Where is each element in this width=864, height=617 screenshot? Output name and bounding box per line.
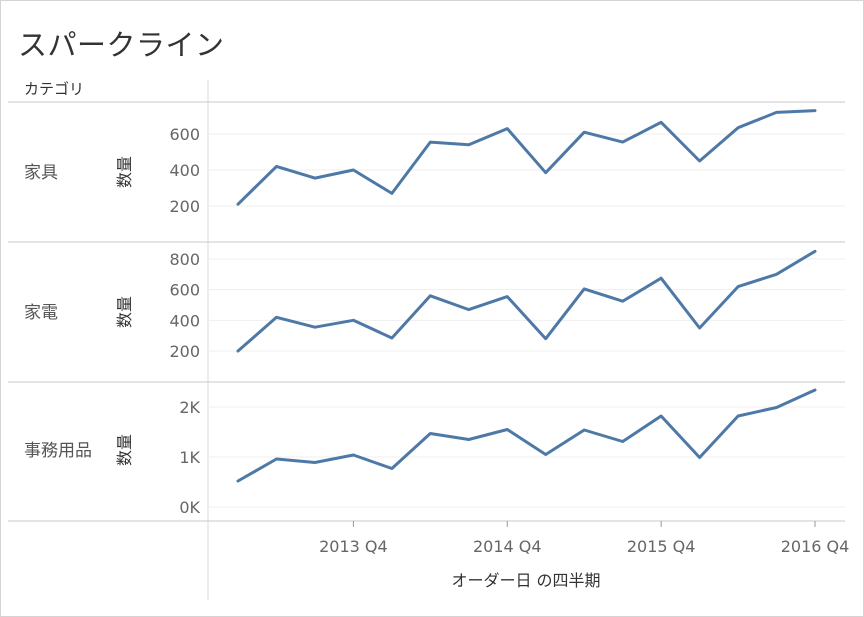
category-label: 家具: [24, 163, 58, 183]
data-point: [583, 287, 586, 290]
x-tick-label: 2015 Q4: [627, 537, 696, 556]
y-axis-title: 数量: [115, 434, 134, 466]
series-line-2: [236, 249, 817, 353]
data-point: [429, 432, 432, 435]
data-point: [621, 141, 624, 144]
x-axis-title: オーダー日 の四半期: [451, 571, 600, 590]
data-point: [660, 415, 663, 418]
data-point: [467, 308, 470, 311]
data-point: [544, 171, 547, 174]
data-point: [275, 458, 278, 461]
data-point: [698, 160, 701, 163]
y-axis-title: 数量: [115, 156, 134, 188]
data-point: [390, 336, 393, 339]
y-tick-label: 600: [169, 281, 200, 300]
data-point: [275, 165, 278, 168]
data-point: [237, 480, 240, 483]
data-point: [506, 428, 509, 431]
data-point: [814, 250, 817, 253]
series-line-1: [236, 109, 817, 206]
y-tick-label: 1K: [179, 448, 200, 467]
data-point: [775, 406, 778, 409]
category-label: 事務用品: [24, 441, 92, 461]
data-point: [737, 285, 740, 288]
data-point: [237, 203, 240, 206]
y-tick-label: 2K: [179, 398, 200, 417]
data-point: [737, 126, 740, 129]
data-point: [313, 461, 316, 464]
x-tick-label: 2014 Q4: [473, 537, 542, 556]
data-point: [544, 453, 547, 456]
data-point: [698, 327, 701, 330]
data-point: [352, 319, 355, 322]
data-point: [237, 350, 240, 353]
y-axis-title: 数量: [115, 296, 134, 328]
data-point: [737, 415, 740, 418]
data-point: [660, 121, 663, 124]
x-tick-label: 2016 Q4: [781, 537, 850, 556]
data-point: [352, 454, 355, 457]
data-point: [583, 429, 586, 432]
data-point: [814, 389, 817, 392]
category-label: 家電: [24, 303, 58, 323]
y-tick-label: 200: [169, 197, 200, 216]
data-point: [390, 192, 393, 195]
y-tick-label: 0K: [179, 498, 200, 517]
data-point: [429, 294, 432, 297]
data-point: [506, 127, 509, 130]
y-tick-label: 400: [169, 311, 200, 330]
data-point: [698, 456, 701, 459]
data-point: [775, 111, 778, 114]
data-point: [660, 277, 663, 280]
data-point: [390, 467, 393, 470]
y-tick-label: 600: [169, 125, 200, 144]
data-point: [583, 131, 586, 134]
data-point: [313, 177, 316, 180]
data-point: [352, 169, 355, 172]
data-point: [544, 337, 547, 340]
data-point: [467, 143, 470, 146]
y-tick-label: 800: [169, 250, 200, 269]
y-tick-label: 200: [169, 342, 200, 361]
x-tick-label: 2013 Q4: [319, 537, 388, 556]
column-header: カテゴリ: [24, 80, 84, 98]
series-line-3: [236, 388, 817, 483]
data-point: [506, 295, 509, 298]
data-point: [775, 273, 778, 276]
data-point: [621, 440, 624, 443]
data-point: [313, 326, 316, 329]
data-point: [429, 141, 432, 144]
data-point: [621, 300, 624, 303]
y-tick-label: 400: [169, 161, 200, 180]
data-point: [814, 109, 817, 112]
data-point: [467, 438, 470, 441]
data-point: [275, 316, 278, 319]
sheet-title: スパークライン: [18, 28, 225, 62]
